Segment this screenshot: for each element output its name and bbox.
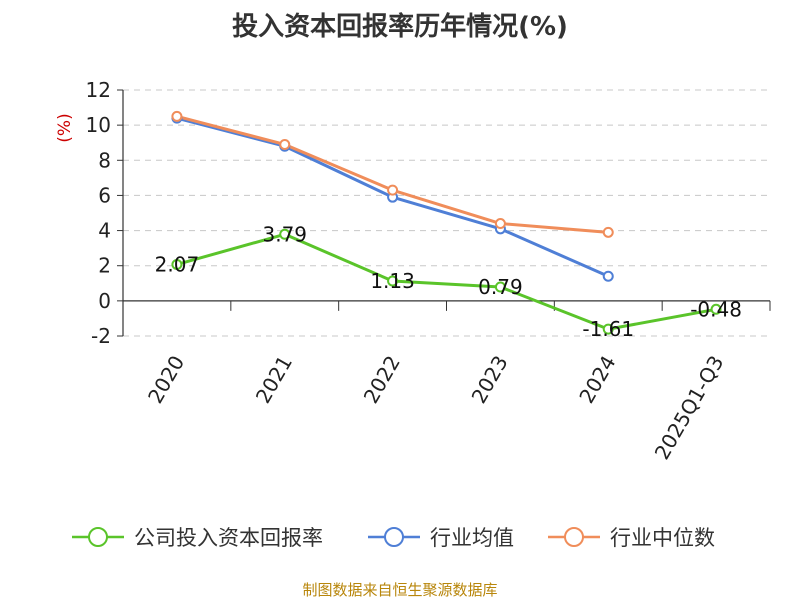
data-label: -1.61 bbox=[582, 317, 634, 341]
series-line bbox=[176, 114, 609, 234]
data-point bbox=[171, 110, 183, 122]
data-point bbox=[494, 281, 506, 293]
series-points bbox=[171, 110, 722, 335]
legend-label: 公司投入资本回报率 bbox=[134, 526, 323, 550]
legend-label: 行业中位数 bbox=[610, 526, 715, 550]
y-tick-label: 0 bbox=[98, 289, 111, 313]
legend-label: 行业均值 bbox=[430, 526, 514, 550]
data-point bbox=[710, 303, 722, 315]
x-tick-label: 2025Q1-Q3 bbox=[650, 351, 729, 463]
legend-swatch-marker bbox=[88, 527, 108, 547]
data-point bbox=[494, 218, 506, 230]
data-point bbox=[279, 138, 291, 150]
data-point bbox=[387, 184, 399, 196]
y-axis-label: (%) bbox=[55, 113, 75, 142]
x-tick-label: 2024 bbox=[574, 351, 620, 407]
legend: 公司投入资本回报率 行业均值 行业中位数 bbox=[72, 526, 715, 550]
data-point bbox=[387, 275, 399, 287]
legend-swatch-marker bbox=[384, 527, 404, 547]
data-label: 0.79 bbox=[478, 275, 523, 299]
data-point bbox=[602, 323, 614, 335]
y-tick-label: 4 bbox=[98, 219, 111, 243]
y-tick-label: 6 bbox=[98, 183, 111, 207]
chart-title: 投入资本回报率历年情况(%) bbox=[232, 12, 568, 42]
legend-swatch-marker bbox=[564, 527, 584, 547]
data-point bbox=[279, 228, 291, 240]
y-tick-label: 8 bbox=[98, 148, 111, 172]
series-line bbox=[176, 232, 717, 331]
x-tick-label: 2020 bbox=[143, 351, 189, 407]
y-tick-label: 12 bbox=[86, 78, 111, 102]
grid-lines bbox=[123, 89, 770, 337]
data-labels: 2.07 3.79 1.13 0.79 -1.61 -0.48 bbox=[155, 222, 742, 341]
y-tick-label: 2 bbox=[98, 254, 111, 278]
data-point bbox=[602, 226, 614, 238]
data-label: 1.13 bbox=[370, 269, 415, 293]
source-note: 制图数据来自恒生聚源数据库 bbox=[302, 581, 498, 599]
data-label: 3.79 bbox=[262, 222, 307, 246]
series-lines bbox=[176, 114, 717, 331]
x-tick-label: 2022 bbox=[359, 351, 405, 407]
y-tick-label: -2 bbox=[91, 324, 111, 348]
data-point bbox=[602, 270, 614, 282]
data-label: 2.07 bbox=[155, 252, 200, 276]
data-point bbox=[171, 258, 183, 270]
data-label: -0.48 bbox=[690, 297, 742, 321]
x-tick-label: 2023 bbox=[467, 351, 513, 407]
y-tick-label: 10 bbox=[86, 113, 111, 137]
x-tick-label: 2021 bbox=[251, 351, 297, 407]
